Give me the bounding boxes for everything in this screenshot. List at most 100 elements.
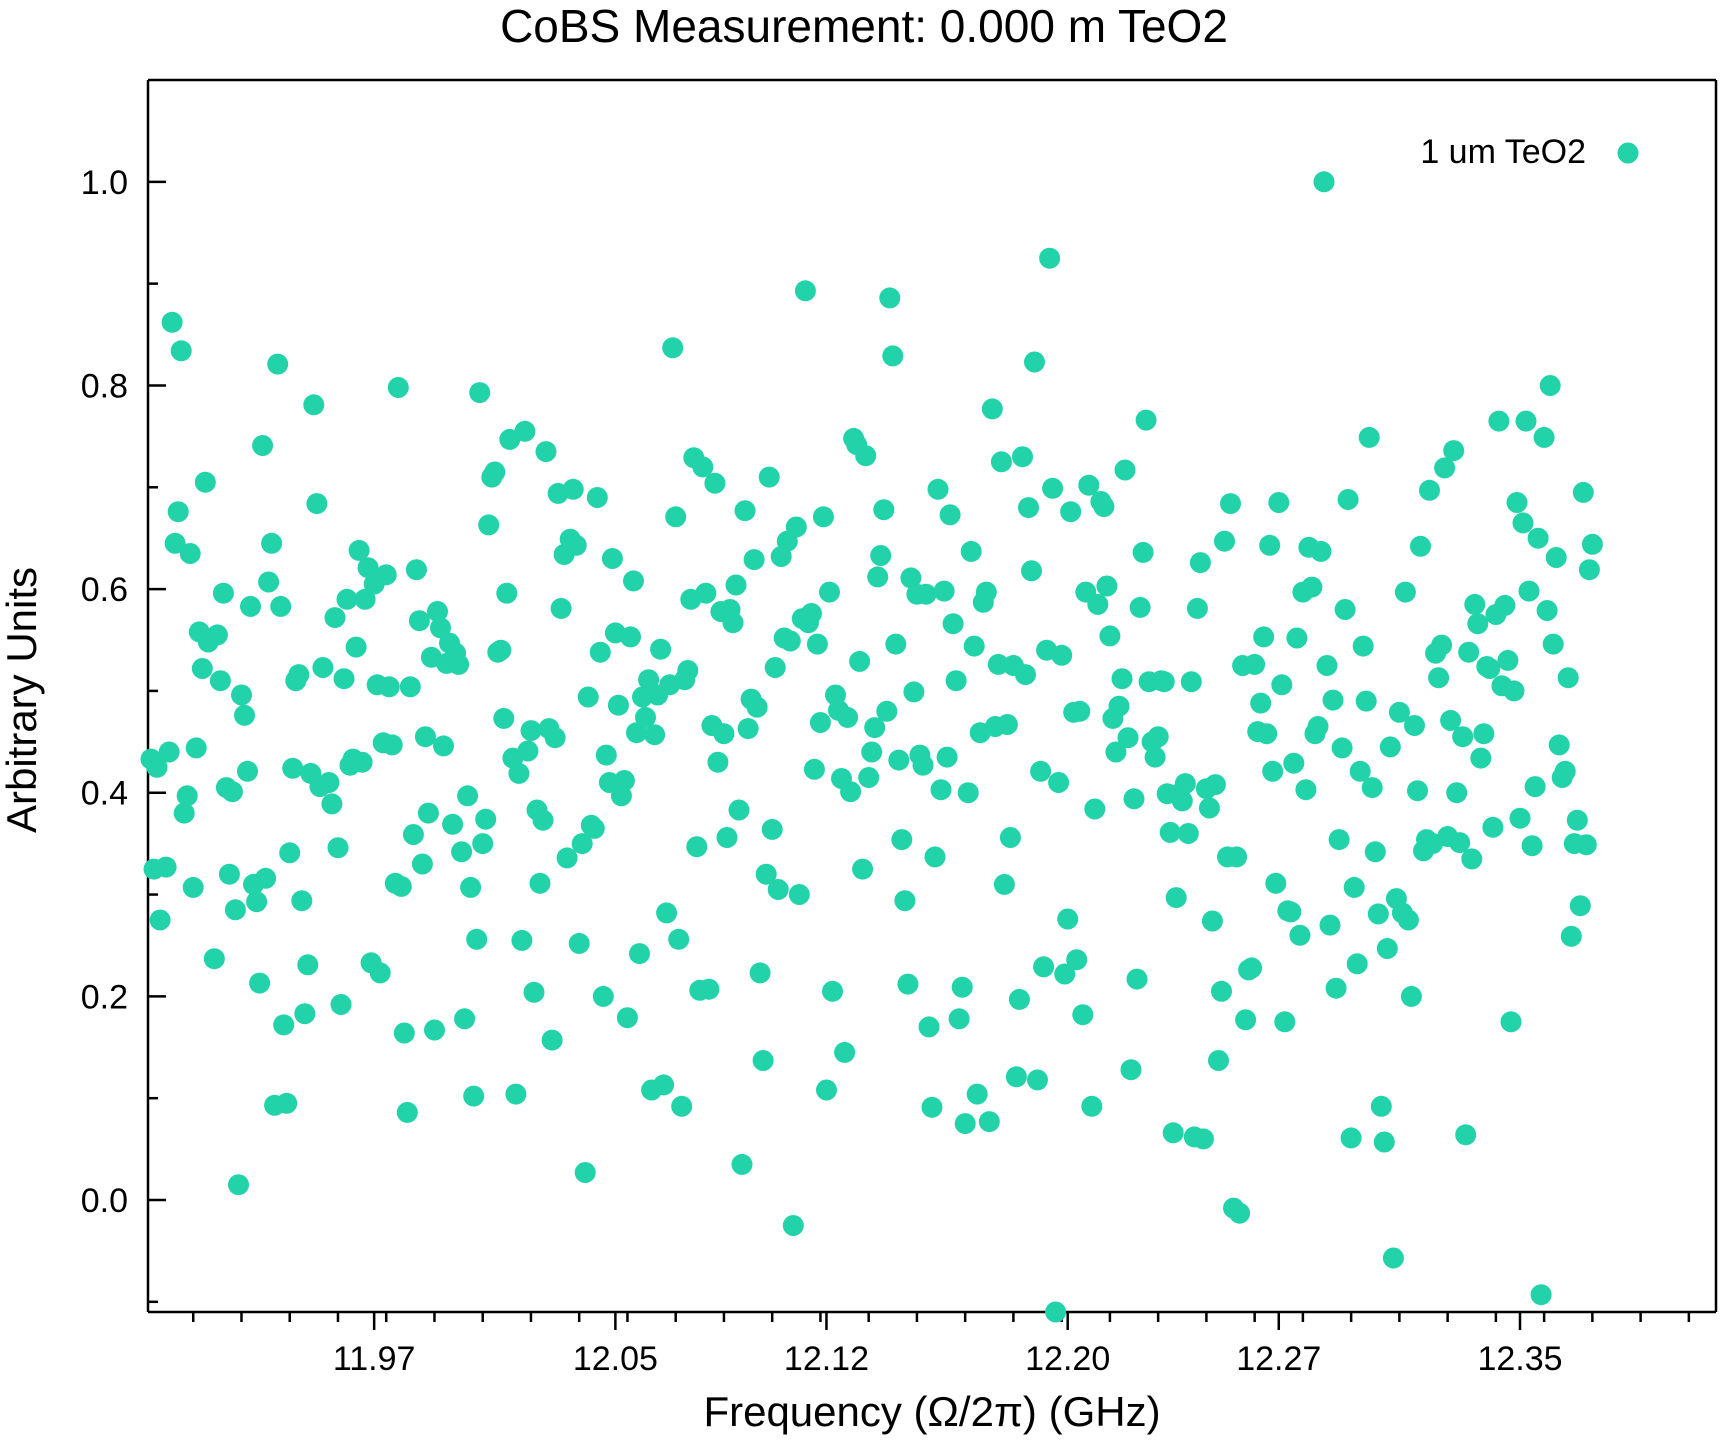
data-point bbox=[1578, 559, 1600, 581]
data-point bbox=[442, 813, 464, 835]
data-point bbox=[261, 532, 283, 554]
data-point bbox=[273, 1014, 295, 1036]
data-point bbox=[282, 757, 304, 779]
data-point bbox=[864, 717, 886, 739]
data-point bbox=[954, 1113, 976, 1135]
data-point bbox=[291, 890, 313, 912]
data-point bbox=[650, 638, 672, 660]
data-point bbox=[1162, 1122, 1184, 1144]
data-point bbox=[472, 833, 494, 855]
data-point bbox=[671, 1095, 693, 1117]
data-point bbox=[1280, 901, 1302, 923]
data-point bbox=[1404, 715, 1425, 736]
data-point bbox=[1081, 1095, 1103, 1117]
data-point bbox=[957, 782, 979, 804]
data-point bbox=[1229, 1202, 1251, 1224]
data-point bbox=[1467, 613, 1489, 635]
data-point bbox=[327, 837, 349, 859]
data-point bbox=[556, 847, 578, 869]
data-point bbox=[451, 841, 473, 863]
y-tick-label: 0.0 bbox=[81, 1182, 128, 1220]
data-point bbox=[562, 478, 584, 500]
y-axis-label: Arbitrary Units bbox=[0, 567, 45, 833]
data-point bbox=[496, 582, 518, 604]
data-point bbox=[255, 867, 277, 889]
data-point bbox=[1370, 1095, 1392, 1117]
data-point bbox=[246, 891, 268, 913]
data-point bbox=[731, 1153, 753, 1175]
data-point bbox=[746, 696, 768, 718]
data-point bbox=[1174, 773, 1196, 795]
data-point bbox=[457, 785, 479, 807]
data-point bbox=[288, 664, 310, 686]
data-point bbox=[927, 478, 949, 500]
data-point bbox=[809, 712, 831, 733]
data-point bbox=[1407, 780, 1428, 802]
data-point bbox=[620, 626, 641, 648]
data-point bbox=[1171, 790, 1193, 812]
y-tick-label: 0.4 bbox=[81, 775, 128, 813]
data-point bbox=[240, 595, 261, 617]
data-point bbox=[375, 564, 397, 586]
data-point bbox=[1400, 985, 1422, 1007]
data-point bbox=[1256, 723, 1278, 745]
data-point bbox=[728, 799, 750, 821]
data-point bbox=[713, 723, 735, 745]
data-point bbox=[1220, 493, 1241, 515]
data-point bbox=[1069, 700, 1091, 722]
data-point bbox=[1455, 1124, 1477, 1146]
data-point bbox=[535, 441, 557, 463]
data-point bbox=[1189, 552, 1211, 574]
x-tick-label: 12.20 bbox=[1025, 1340, 1110, 1378]
data-point bbox=[653, 1074, 675, 1096]
data-point bbox=[185, 737, 207, 759]
data-point bbox=[1165, 887, 1187, 909]
data-point bbox=[743, 549, 765, 571]
data-point bbox=[321, 793, 343, 815]
data-point bbox=[1198, 797, 1220, 819]
data-point bbox=[484, 461, 506, 483]
data-point bbox=[1494, 594, 1516, 616]
data-point bbox=[912, 754, 934, 776]
data-point bbox=[209, 670, 231, 692]
data-point bbox=[788, 884, 810, 905]
data-point bbox=[1310, 540, 1332, 562]
data-point bbox=[1334, 599, 1356, 620]
data-point bbox=[517, 740, 539, 762]
data-point bbox=[734, 500, 756, 522]
data-point bbox=[203, 948, 225, 970]
x-tick-label: 12.27 bbox=[1236, 1340, 1321, 1378]
data-point bbox=[1382, 1247, 1404, 1269]
data-point bbox=[1512, 512, 1534, 534]
data-point bbox=[1527, 527, 1549, 549]
data-point bbox=[270, 595, 292, 617]
data-point bbox=[212, 582, 234, 604]
data-point bbox=[164, 532, 186, 554]
data-point bbox=[758, 466, 780, 488]
data-point bbox=[523, 981, 545, 1003]
data-point bbox=[1352, 635, 1374, 657]
data-point bbox=[1509, 807, 1531, 829]
data-point bbox=[761, 818, 783, 840]
data-point bbox=[417, 802, 439, 824]
data-point bbox=[1259, 534, 1281, 556]
data-point bbox=[529, 872, 551, 894]
data-point bbox=[975, 581, 997, 603]
data-point bbox=[550, 597, 572, 619]
data-point bbox=[990, 451, 1012, 473]
data-point bbox=[894, 890, 916, 912]
data-point bbox=[993, 873, 1015, 895]
data-point bbox=[806, 633, 828, 655]
data-point bbox=[668, 928, 690, 950]
data-point bbox=[511, 929, 533, 951]
data-point bbox=[1262, 760, 1284, 782]
data-point bbox=[1355, 690, 1377, 712]
data-point bbox=[879, 287, 901, 309]
data-point bbox=[592, 985, 614, 1007]
data-point bbox=[1186, 597, 1208, 619]
data-point bbox=[294, 1003, 316, 1025]
data-point bbox=[167, 501, 189, 523]
data-point bbox=[1042, 477, 1064, 499]
data-point bbox=[1419, 479, 1440, 501]
data-point bbox=[1497, 649, 1519, 671]
